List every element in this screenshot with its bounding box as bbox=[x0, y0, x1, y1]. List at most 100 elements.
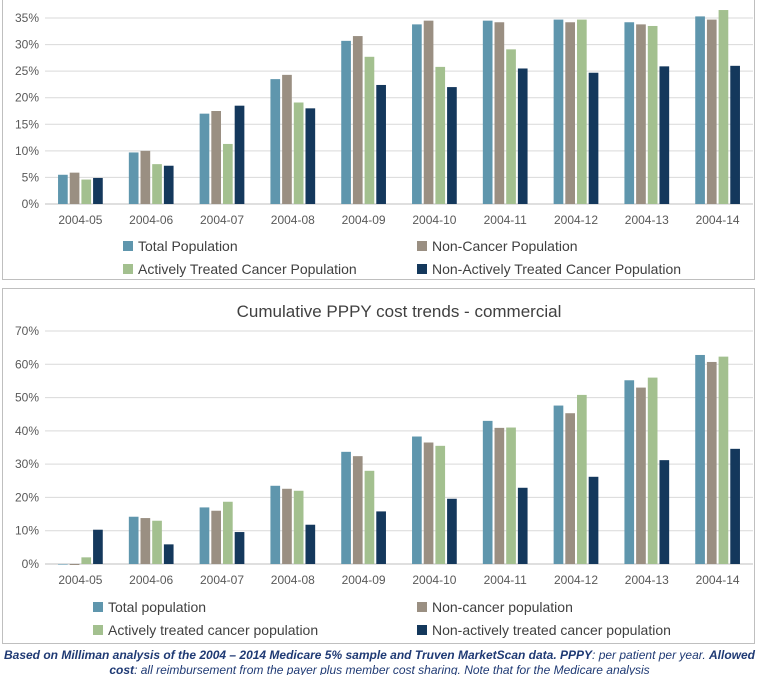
bar bbox=[128, 152, 139, 204]
y-tick-label: 70% bbox=[15, 324, 39, 338]
bar bbox=[577, 394, 587, 564]
x-tick-label: 2004-05 bbox=[58, 213, 102, 227]
bar bbox=[199, 507, 210, 564]
bar bbox=[624, 22, 635, 204]
bar bbox=[152, 164, 162, 204]
bar bbox=[199, 113, 210, 204]
bar bbox=[447, 498, 457, 564]
legend-swatch bbox=[123, 241, 133, 251]
legend-swatch bbox=[417, 241, 427, 251]
x-tick-label: 2004-12 bbox=[554, 213, 598, 227]
x-tick-label: 2004-11 bbox=[484, 213, 527, 227]
x-tick-label: 2004-06 bbox=[129, 573, 173, 587]
legend-label: Total Population bbox=[138, 238, 238, 254]
bar bbox=[93, 529, 103, 564]
x-tick-label: 2004-06 bbox=[129, 213, 173, 227]
bar bbox=[647, 25, 658, 204]
bar bbox=[69, 172, 80, 204]
bar bbox=[647, 377, 658, 564]
bar bbox=[517, 68, 528, 204]
x-tick-label: 2004-05 bbox=[58, 573, 102, 587]
bar bbox=[706, 361, 717, 564]
legend-label: Total population bbox=[108, 599, 206, 615]
bar bbox=[152, 520, 162, 564]
y-tick-label: 30% bbox=[15, 38, 39, 52]
bar bbox=[234, 532, 245, 564]
bar bbox=[282, 488, 292, 564]
bar bbox=[718, 356, 729, 564]
legend-swatch bbox=[123, 264, 133, 274]
legend-swatch bbox=[417, 264, 427, 274]
bar bbox=[352, 36, 363, 204]
chart-title: Cumulative PPPY cost trends - commercial bbox=[237, 302, 562, 321]
bar bbox=[435, 66, 446, 205]
bar bbox=[482, 420, 493, 564]
bar bbox=[305, 108, 316, 204]
y-tick-label: 30% bbox=[15, 457, 39, 471]
y-tick-label: 10% bbox=[15, 524, 39, 538]
bar bbox=[364, 56, 375, 205]
y-tick-label: 20% bbox=[15, 91, 39, 105]
legend-label: Actively Treated Cancer Population bbox=[138, 261, 357, 277]
x-tick-label: 2004-11 bbox=[484, 573, 527, 587]
bar bbox=[341, 451, 351, 564]
bar bbox=[223, 501, 233, 564]
y-tick-label: 15% bbox=[15, 117, 39, 131]
bar bbox=[565, 413, 575, 564]
bar bbox=[423, 20, 434, 205]
legend-label: Non-Cancer Population bbox=[432, 238, 578, 254]
bar bbox=[588, 476, 599, 564]
bar bbox=[93, 177, 103, 204]
y-tick-label: 25% bbox=[15, 64, 39, 78]
bar bbox=[636, 387, 646, 564]
bar bbox=[58, 174, 68, 204]
source-footnote: Based on Milliman analysis of the 2004 –… bbox=[0, 648, 759, 675]
bar bbox=[565, 22, 575, 204]
bar bbox=[81, 179, 92, 204]
bar bbox=[211, 510, 221, 564]
chart-panel-bottom: Cumulative PPPY cost trends - commercial… bbox=[2, 288, 755, 644]
bar bbox=[128, 516, 139, 564]
legend-swatch bbox=[93, 625, 103, 635]
bar bbox=[234, 105, 245, 204]
bar bbox=[695, 16, 705, 204]
bar bbox=[517, 487, 528, 564]
bar bbox=[730, 448, 740, 564]
footnote-pppy-term: PPPY bbox=[560, 648, 593, 662]
bar bbox=[270, 79, 281, 204]
legend-swatch bbox=[93, 602, 103, 612]
bar bbox=[211, 111, 221, 204]
footnote-allowed-term: Allowed cost bbox=[109, 648, 756, 675]
x-tick-label: 2004-12 bbox=[554, 573, 598, 587]
footnote-lead: Based on Milliman analysis of the 2004 –… bbox=[3, 648, 557, 662]
commercial-cost-trend-chart: Cumulative PPPY cost trends - commercial… bbox=[15, 302, 753, 638]
y-tick-label: 35% bbox=[15, 11, 39, 25]
bar bbox=[140, 150, 151, 204]
bar bbox=[293, 490, 304, 564]
bar bbox=[282, 74, 292, 204]
bar bbox=[81, 557, 92, 564]
y-tick-label: 50% bbox=[15, 391, 39, 405]
bar bbox=[58, 564, 68, 565]
x-tick-label: 2004-13 bbox=[625, 573, 669, 587]
medicare-cost-trend-chart: 0% 5% 10% 15% 20% 25% 30% 35% 2004-05 2004-06 2004… bbox=[15, 10, 753, 277]
x-tick-label: 2004-14 bbox=[696, 573, 740, 587]
bar bbox=[341, 40, 351, 205]
bar bbox=[69, 564, 80, 565]
bar bbox=[293, 102, 304, 204]
bar bbox=[588, 72, 599, 204]
bar bbox=[695, 354, 705, 564]
bar bbox=[163, 165, 174, 204]
footnote-allowed-def: : all reimbursement from the payer plus … bbox=[134, 663, 650, 675]
bar bbox=[305, 524, 316, 564]
legend-swatch bbox=[417, 602, 427, 612]
bar bbox=[423, 442, 434, 564]
x-tick-label: 2004-08 bbox=[271, 213, 315, 227]
legend-label: Non-Actively Treated Cancer Population bbox=[432, 261, 681, 277]
y-tick-label: 10% bbox=[15, 144, 39, 158]
x-tick-label: 2004-09 bbox=[342, 573, 386, 587]
bar bbox=[553, 405, 564, 564]
x-tick-label: 2004-07 bbox=[200, 213, 244, 227]
bar bbox=[223, 143, 233, 204]
bar bbox=[553, 19, 564, 205]
